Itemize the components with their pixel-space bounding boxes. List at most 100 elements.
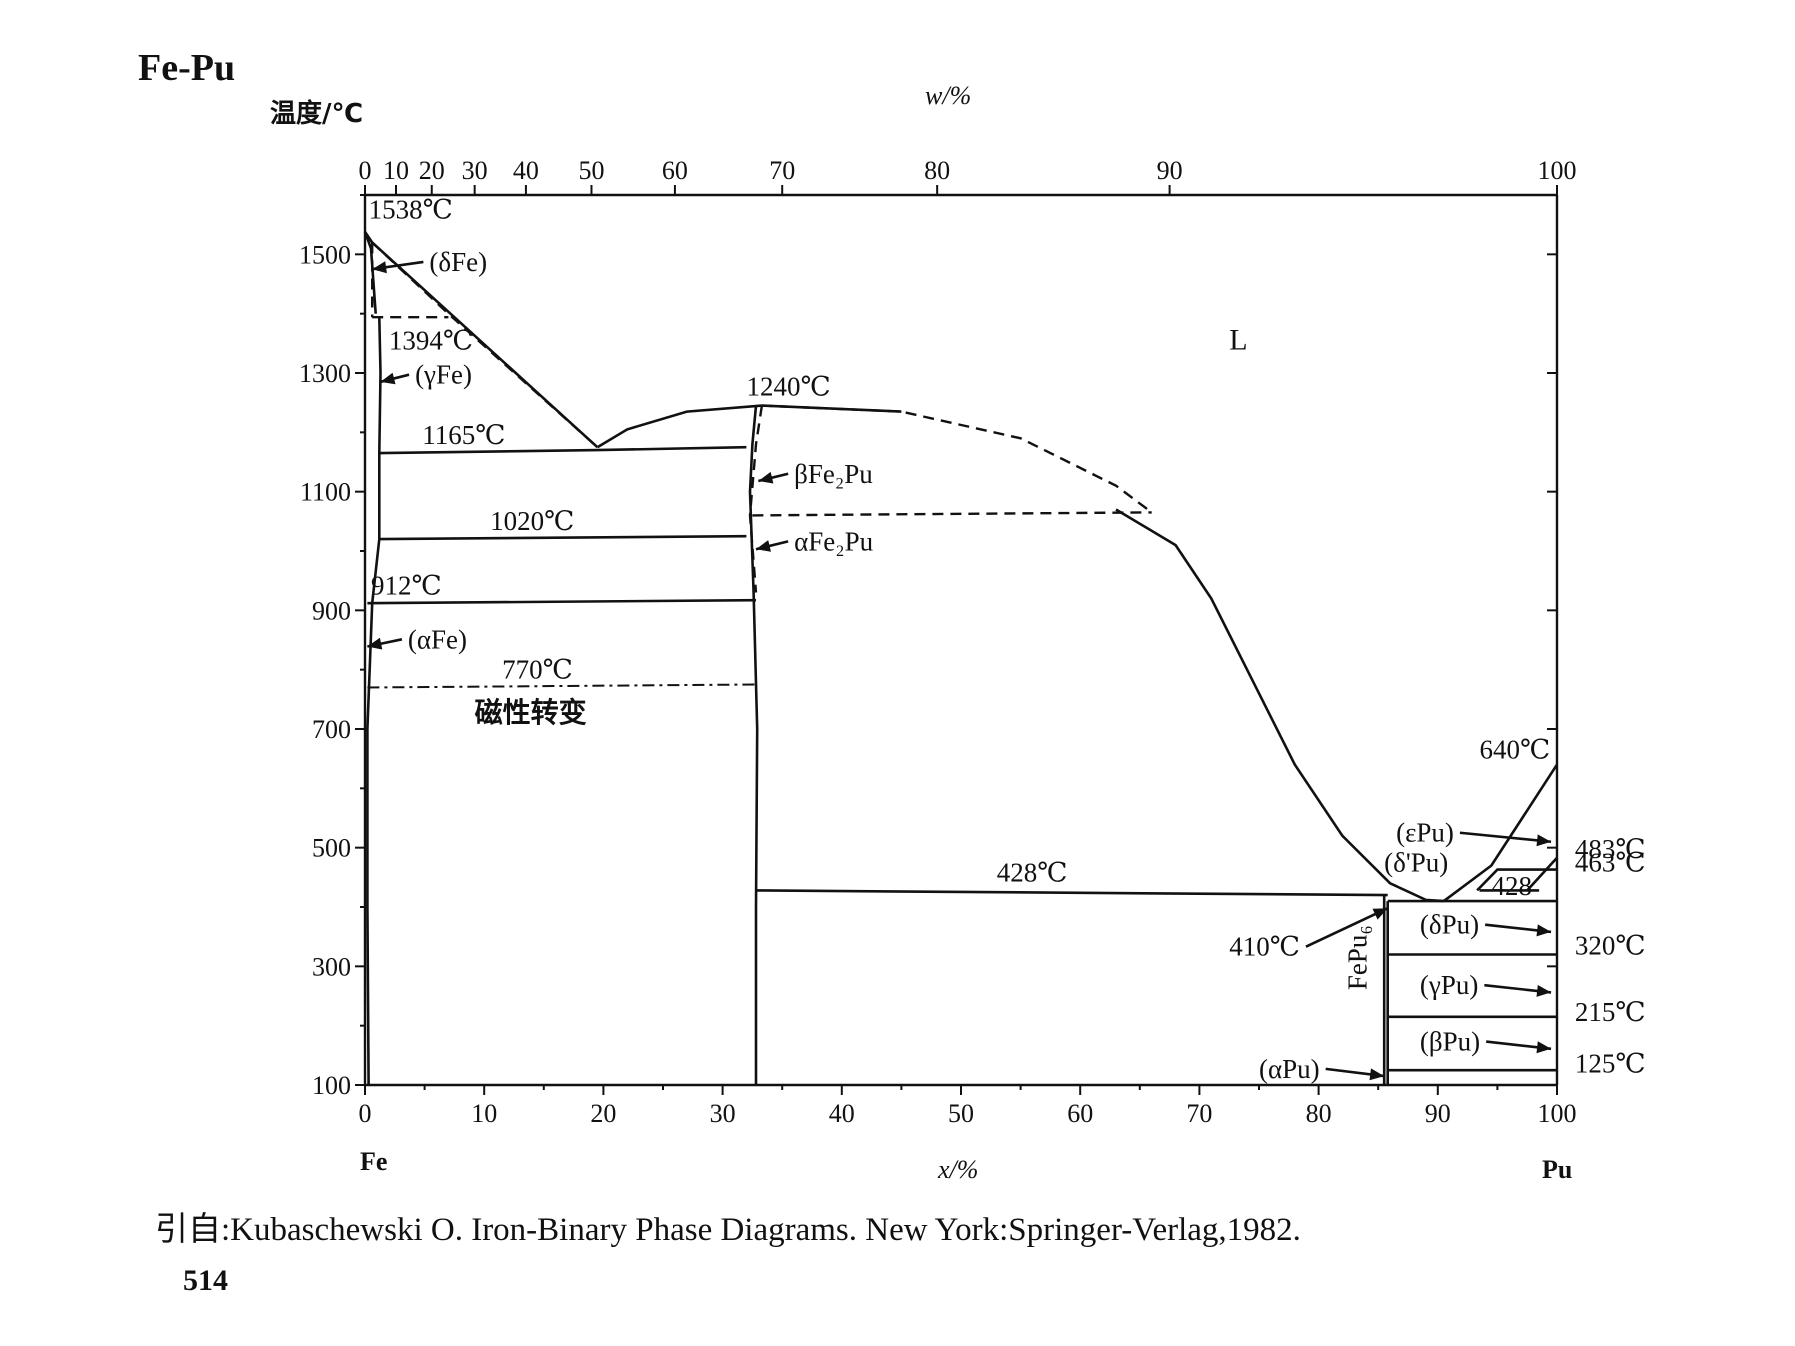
boundary-liquidus-Fe2Pu-left xyxy=(596,404,763,449)
annotation-arrow-head xyxy=(1536,1041,1551,1054)
y-tick-label: 1300 xyxy=(299,359,351,388)
annotation-label: L xyxy=(1229,323,1247,356)
annotation-label: 215℃ xyxy=(1575,997,1646,1027)
y-tick-label: 500 xyxy=(312,834,351,863)
figure-title: Fe-Pu xyxy=(138,47,235,89)
annotation-arrow-head xyxy=(367,637,383,650)
endpoint-pu-label: Pu xyxy=(1542,1155,1572,1184)
annotation-arrow-head xyxy=(380,372,396,385)
boundary-Fe2Pu-phase xyxy=(748,405,759,1085)
x-tick-label: 80 xyxy=(1306,1099,1332,1128)
boundary-eutectic-1165 xyxy=(379,445,747,455)
annotation-label: 483℃ xyxy=(1575,834,1646,864)
annotation-label: (δ'Pu) xyxy=(1384,847,1448,877)
annotation-label: (γFe) xyxy=(415,360,472,390)
annotation-arrow-head xyxy=(1536,924,1551,937)
top-tick-label: 90 xyxy=(1157,156,1183,185)
annotation-arrow-head xyxy=(758,471,774,484)
annotation-label: FePu₆ xyxy=(1342,925,1372,990)
boundary-Fe2Pu-dashed xyxy=(748,405,764,593)
boundary-liquidus-right-lower xyxy=(1115,508,1444,903)
annotation-label: 770℃ xyxy=(502,655,573,685)
top-tick-label: 70 xyxy=(769,156,795,185)
top-tick-label: 80 xyxy=(924,156,950,185)
boundary-ePu-dPu xyxy=(1476,868,1557,892)
boundary-line-912 xyxy=(367,598,757,605)
annotation-label: 125℃ xyxy=(1575,1049,1646,1079)
annotation-label: 1240℃ xyxy=(746,372,830,402)
boundary-line-1060 xyxy=(752,511,1152,517)
x-tick-label: 90 xyxy=(1425,1099,1451,1128)
annotation-label: 428 xyxy=(1491,871,1532,901)
x-tick-label: 10 xyxy=(471,1099,497,1128)
annotation-label: (βPu) xyxy=(1420,1027,1480,1057)
annotation-label: 640℃ xyxy=(1480,735,1551,765)
x-tick-label: 70 xyxy=(1186,1099,1212,1128)
top-tick-label: 20 xyxy=(419,156,445,185)
annotation-label: (δFe) xyxy=(429,247,487,277)
citation-text: 引自:Kubaschewski O. Iron-Binary Phase Dia… xyxy=(155,1211,1301,1248)
annotation-label: 463℃ xyxy=(1575,847,1646,877)
top-tick-label: 0 xyxy=(359,156,372,185)
annotation-arrow-head xyxy=(756,540,771,552)
boundary-liquidus-dashed xyxy=(761,404,1153,514)
y-tick-label: 900 xyxy=(312,596,351,625)
annotation-arrow-head xyxy=(1536,985,1551,997)
endpoint-fe-label: Fe xyxy=(360,1147,387,1176)
top-tick-label: 50 xyxy=(578,156,604,185)
boundary-liquidus-dFe xyxy=(371,241,599,449)
x-tick-label: 0 xyxy=(359,1099,372,1128)
annotation-arrow-head xyxy=(1372,908,1388,920)
annotation-label: αFe₂Pu xyxy=(794,526,874,556)
annotation-label: 1538℃ xyxy=(369,195,453,225)
annotation-label: 1020℃ xyxy=(490,506,574,536)
top-x-axis-label: w/% xyxy=(925,81,971,110)
x-tick-label: 100 xyxy=(1538,1099,1577,1128)
annotation-label: 1165℃ xyxy=(422,420,505,450)
boundary-ePu-483 xyxy=(1526,856,1558,892)
boundary-aFe-boundary xyxy=(366,603,374,1086)
x-tick-label: 20 xyxy=(590,1099,616,1128)
annotation-arrow xyxy=(1459,831,1552,844)
annotation-label: 磁性转变 xyxy=(475,696,587,729)
boundary-line-428 xyxy=(755,889,1388,897)
annotation-label: (δPu) xyxy=(1420,910,1479,940)
x-tick-label: 30 xyxy=(710,1099,736,1128)
y-tick-label: 1100 xyxy=(300,478,351,507)
boundary-magnetic-770 xyxy=(367,683,757,689)
y-tick-label: 1500 xyxy=(299,240,351,269)
annotation-arrow xyxy=(1305,907,1389,948)
annotation-label: (αFe) xyxy=(408,624,467,654)
annotation-arrow-head xyxy=(1536,834,1551,847)
annotation-label: 912℃ xyxy=(371,570,442,600)
x-tick-label: 40 xyxy=(829,1099,855,1128)
y-tick-label: 300 xyxy=(312,952,351,981)
boundary-line-1020 xyxy=(379,534,747,541)
page-number: 514 xyxy=(183,1264,228,1297)
top-tick-label: 30 xyxy=(462,156,488,185)
x-tick-label: 60 xyxy=(1067,1099,1093,1128)
phase-boundaries xyxy=(363,231,1559,1086)
y-tick-label: 100 xyxy=(312,1071,351,1100)
top-tick-label: 100 xyxy=(1538,156,1577,185)
annotation-label: (γPu) xyxy=(1420,970,1478,1000)
x-axis-label: x/% xyxy=(937,1155,978,1184)
annotation-label: 320℃ xyxy=(1575,930,1646,960)
y-axis-label: 温度/℃ xyxy=(270,98,363,129)
top-tick-label: 60 xyxy=(662,156,688,185)
annotation-label: 1394℃ xyxy=(389,325,473,355)
top-tick-label: 40 xyxy=(513,156,539,185)
annotation-arrow-head xyxy=(1369,1068,1385,1081)
annotation-arrow-head xyxy=(372,261,387,274)
annotation-label: 428℃ xyxy=(997,857,1068,887)
annotation-label: (εPu) xyxy=(1396,818,1454,848)
boundary-liquidus-Pu xyxy=(1443,763,1559,903)
x-tick-label: 50 xyxy=(948,1099,974,1128)
annotation-label: 410℃ xyxy=(1229,932,1300,962)
boundary-gFe-boundary xyxy=(370,317,382,604)
annotation-label: (αPu) xyxy=(1259,1054,1320,1084)
annotation-label: βFe₂Pu xyxy=(794,459,873,489)
annotations: 1538℃ (δFe) 1394℃ (γFe) 1165℃ 1240℃ βFe₂Pu 1020… xyxy=(369,195,1646,1084)
